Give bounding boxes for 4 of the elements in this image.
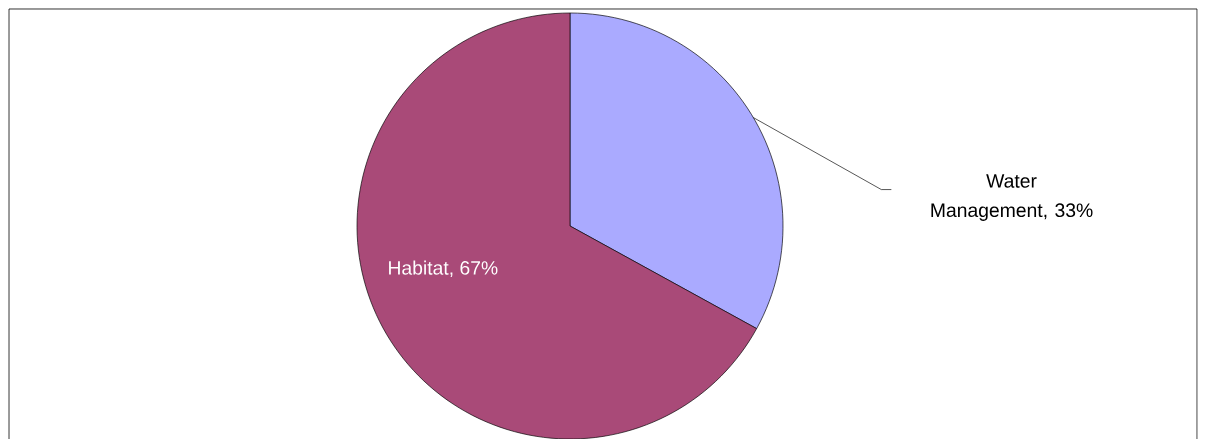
slice-label: Habitat: [389, 260, 449, 275]
slice-label: Water Management: [931, 174, 1043, 221]
data-label: , 67%: [450, 261, 498, 278]
data-label: , 33%: [1044, 203, 1093, 220]
